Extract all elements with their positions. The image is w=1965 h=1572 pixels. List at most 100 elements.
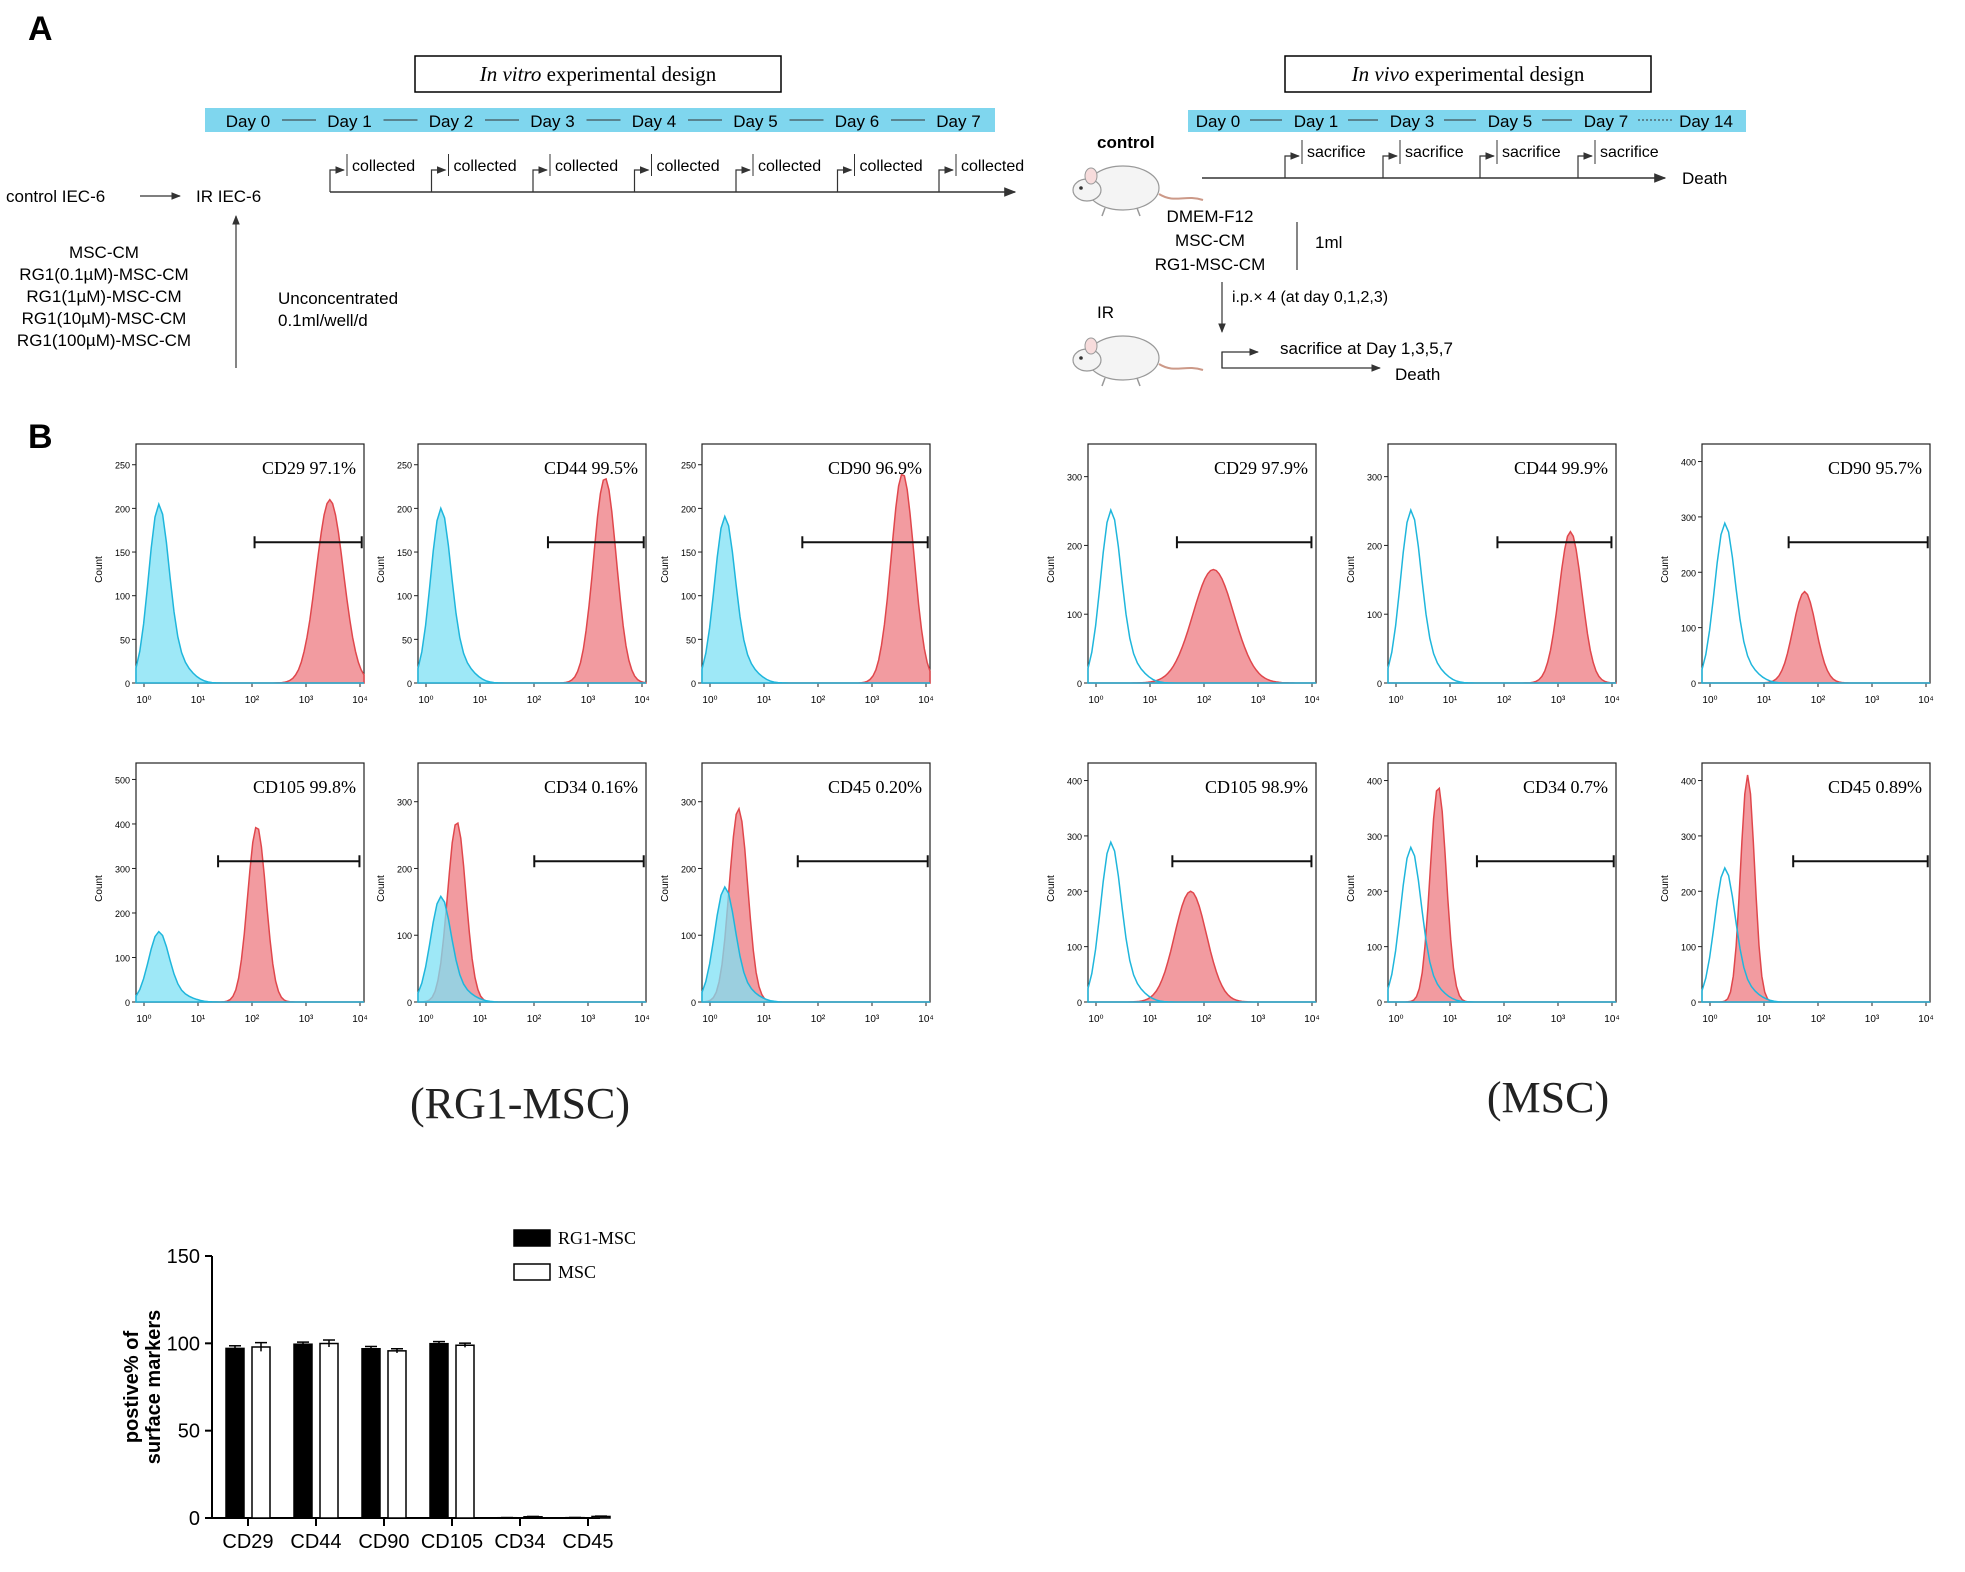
in-vivo-day-label: Day 0 — [1196, 112, 1240, 131]
collected-label: collected — [961, 158, 1024, 175]
y-tick-label: 500 — [115, 775, 130, 785]
treatment-item: RG1-MSC-CM — [1155, 255, 1266, 274]
marker-percent-label: CD29 97.9% — [1214, 458, 1308, 478]
group-label-rg1-msc: (RG1-MSC) — [410, 1079, 630, 1128]
volume-label: 1ml — [1315, 233, 1342, 252]
collected-bracket — [430, 166, 447, 192]
y-tick-label: 150 — [115, 548, 130, 558]
y-tick-label: 50 — [686, 635, 696, 645]
y-tick-label: 250 — [397, 461, 412, 471]
y-tick-label: 200 — [681, 864, 696, 874]
marker-percent-label: CD90 96.9% — [828, 458, 922, 478]
x-tick-label: 10³ — [1865, 1014, 1880, 1025]
y-tick-label: 100 — [167, 1333, 200, 1355]
ir-death-label: Death — [1395, 365, 1440, 384]
flow-histogram: 0 100 200 300 400 500 Count 10⁰ 10¹ 10² 10³ 10⁴ CD10… — [94, 762, 368, 1025]
sacrifice-bracket — [1479, 152, 1495, 178]
x-tick-label: 10⁰ — [136, 695, 151, 706]
control-histogram — [417, 506, 646, 684]
y-tick-label: 100 — [397, 592, 412, 602]
y-tick-label: 200 — [1367, 887, 1382, 897]
flow-histogram: 0 100 200 300 Count 10⁰ 10¹ 10² 10³ 10⁴ CD45 0.20% — [660, 762, 934, 1025]
control-histogram — [1701, 866, 1930, 1003]
x-tick-label: 10⁴ — [918, 1014, 933, 1025]
ir-sacrifice-arrow — [1221, 348, 1259, 368]
bar — [429, 1342, 449, 1519]
in-vivo-day-label: Day 7 — [1584, 112, 1628, 131]
x-tick-label: CD45 — [562, 1531, 613, 1553]
in-vivo-treatment-list: DMEM-F12 MSC-CM RG1-MSC-CM — [1155, 207, 1266, 274]
sacrifice-label: sacrifice — [1307, 144, 1366, 161]
flow-histogram: 0 100 200 300 400 Count 10⁰ 10¹ 10² 10³ 10⁴ CD105 9… — [1046, 762, 1320, 1025]
in-vivo-design: In vivo experimental design Day 0 Day 1 Da… — [1072, 55, 1746, 387]
collected-bracket — [532, 166, 548, 192]
y-tick-label: 300 — [115, 864, 130, 874]
ir-iec6-label: IR IEC-6 — [196, 187, 261, 206]
collected-label: collected — [454, 158, 517, 175]
y-tick-label: 100 — [681, 592, 696, 602]
y-tick-label: 400 — [115, 820, 130, 830]
panel-label-b: B — [28, 418, 53, 456]
y-tick-label: 200 — [1681, 887, 1696, 897]
control-histogram — [1701, 521, 1930, 684]
in-vitro-title-box — [414, 55, 782, 93]
x-tick-label: 10¹ — [1757, 695, 1772, 706]
ir-death-arrow — [1221, 352, 1381, 372]
x-tick-label: 10⁰ — [1388, 1014, 1403, 1025]
y-axis-title: Count — [1660, 556, 1671, 583]
x-tick-label: 10³ — [1251, 1014, 1266, 1025]
control-histogram — [1387, 507, 1616, 684]
x-tick-label: 10² — [1497, 1014, 1512, 1025]
y-tick-label: 300 — [1067, 473, 1082, 483]
y-tick-label: 400 — [1367, 777, 1382, 787]
x-tick-label: CD34 — [494, 1531, 545, 1553]
y-tick-label: 0 — [125, 998, 130, 1008]
collected-label: collected — [352, 158, 415, 175]
ir-sacrifice-label: sacrifice at Day 1,3,5,7 — [1280, 339, 1453, 358]
treatment-item: DMEM-F12 — [1167, 207, 1254, 226]
legend-swatch — [513, 1263, 551, 1281]
y-tick-label: 250 — [115, 461, 130, 471]
x-tick-label: 10⁰ — [1702, 695, 1717, 706]
y-tick-label: 300 — [397, 798, 412, 808]
y-tick-label: 100 — [115, 592, 130, 602]
x-tick-label: 10¹ — [1143, 1014, 1158, 1025]
y-tick-label: 100 — [681, 931, 696, 941]
x-tick-label: 10⁰ — [136, 1014, 151, 1025]
y-axis-title: Count — [1346, 556, 1357, 583]
control-histogram — [1387, 845, 1616, 1003]
y-axis-title: Count — [1660, 875, 1671, 902]
in-vitro-day-label: Day 1 — [327, 112, 371, 131]
flow-histogram: 0 100 200 300 Count 10⁰ 10¹ 10² 10³ 10⁴ CD44 99.9% — [1346, 443, 1620, 706]
x-tick-label: CD105 — [421, 1531, 483, 1553]
control-histogram — [701, 885, 930, 1003]
in-vitro-day-label: Day 6 — [835, 112, 879, 131]
x-tick-label: 10⁰ — [702, 1014, 717, 1025]
y-axis-title: Count — [376, 556, 387, 583]
y-axis-title: Count — [94, 875, 105, 902]
y-tick-label: 100 — [1681, 624, 1696, 634]
sacrifice-bracket — [1284, 152, 1300, 178]
x-tick-label: 10⁴ — [918, 695, 933, 706]
x-tick-label: 10³ — [581, 695, 596, 706]
flow-histogram: 0 100 200 300 400 Count 10⁰ 10¹ 10² 10³ 10⁴ CD45 0.… — [1660, 762, 1934, 1025]
x-tick-label: 10⁴ — [352, 695, 367, 706]
y-tick-label: 0 — [1691, 998, 1696, 1008]
x-tick-label: 10² — [811, 1014, 826, 1025]
marker-percent-label: CD44 99.5% — [544, 458, 638, 478]
x-tick-label: 10⁴ — [1304, 695, 1319, 706]
sacrifice-bracket — [1382, 152, 1398, 178]
x-tick-label: 10⁴ — [634, 1014, 649, 1025]
x-tick-label: 10⁴ — [1918, 695, 1933, 706]
x-tick-label: 10¹ — [1757, 1014, 1772, 1025]
in-vitro-day-label: Day 4 — [632, 112, 676, 131]
y-tick-label: 100 — [115, 953, 130, 963]
collected-label: collected — [555, 158, 618, 175]
in-vitro-title: In vitro experimental design — [479, 62, 717, 86]
in-vitro-day-label: Day 0 — [226, 112, 270, 131]
x-tick-label: 10⁰ — [1702, 1014, 1717, 1025]
y-axis-title: Count — [660, 556, 671, 583]
y-tick-label: 150 — [397, 548, 412, 558]
y-axis-title: Count — [1046, 875, 1057, 902]
